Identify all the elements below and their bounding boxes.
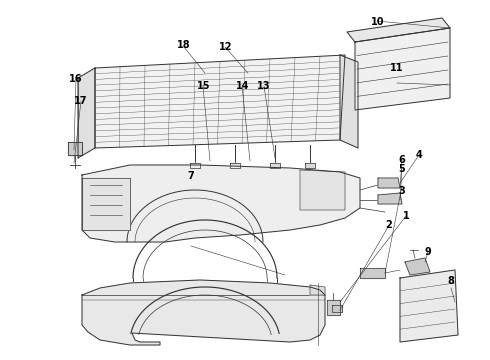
Polygon shape [190,163,200,168]
Text: 4: 4 [416,150,422,160]
Text: 10: 10 [370,17,384,27]
Text: 7: 7 [188,171,195,181]
Text: 2: 2 [385,220,392,230]
Polygon shape [355,28,450,110]
Text: 11: 11 [390,63,404,73]
Polygon shape [82,178,130,230]
Text: 8: 8 [447,276,454,286]
Text: 3: 3 [398,186,405,196]
Text: 18: 18 [177,40,191,50]
Text: 12: 12 [219,42,232,52]
Polygon shape [332,305,342,312]
Text: 1: 1 [403,211,410,221]
Text: 16: 16 [69,74,83,84]
Polygon shape [378,178,400,188]
Polygon shape [95,55,345,148]
Text: 5: 5 [398,164,405,174]
Text: 14: 14 [236,81,249,91]
Polygon shape [68,142,82,155]
Polygon shape [305,163,315,168]
Polygon shape [230,163,240,168]
Polygon shape [405,258,430,275]
Polygon shape [327,300,340,315]
Polygon shape [378,193,402,204]
Text: 9: 9 [424,247,431,257]
Polygon shape [400,270,458,342]
Text: 13: 13 [257,81,270,91]
Polygon shape [300,170,345,210]
Text: 17: 17 [74,96,88,106]
Polygon shape [340,55,358,148]
Polygon shape [310,285,325,295]
Polygon shape [360,268,385,278]
Polygon shape [78,68,95,158]
Polygon shape [82,280,325,345]
Polygon shape [347,18,450,42]
Text: 6: 6 [398,155,405,165]
Polygon shape [82,165,360,242]
Polygon shape [270,163,280,168]
Text: 15: 15 [196,81,210,91]
